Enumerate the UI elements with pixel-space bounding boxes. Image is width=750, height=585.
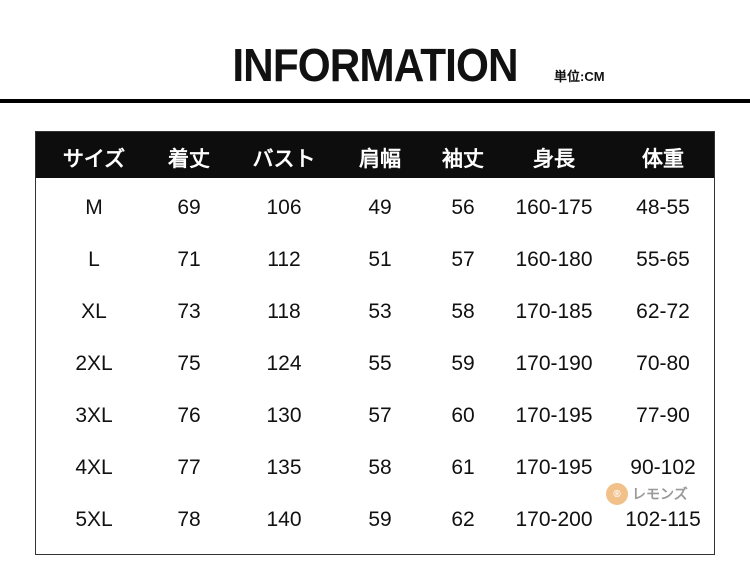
table-cell: 49 — [368, 196, 392, 219]
table-cell: XL — [81, 300, 107, 323]
table-cell: 170-200 — [515, 508, 593, 531]
column-header: バスト — [252, 148, 316, 171]
table-cell: 69 — [177, 196, 201, 219]
table-cell: 160-175 — [515, 196, 593, 219]
table-cell: 78 — [177, 508, 201, 531]
table-cell: 102-115 — [625, 508, 701, 531]
table-cell: 170-185 — [515, 300, 593, 323]
table-cell: 106 — [266, 196, 302, 219]
table-cell: 170-190 — [515, 352, 593, 375]
unit-label: 単位:CM — [554, 69, 605, 84]
table-cell: 140 — [266, 508, 302, 531]
table-header: サイズ 着丈 バスト 肩幅 袖丈 身長 体重 — [36, 132, 714, 178]
column-header: 身長 — [533, 148, 575, 171]
table-cell: 71 — [177, 248, 201, 271]
table-cell: 77-90 — [636, 404, 690, 427]
table-cell: 48-55 — [636, 196, 690, 219]
table-cell: 118 — [267, 300, 301, 323]
divider — [0, 99, 750, 103]
lemon-logo-icon: ® — [606, 483, 628, 505]
table-cell: 53 — [368, 300, 392, 323]
table-cell: 112 — [267, 248, 301, 271]
watermark: ® レモンズ — [606, 483, 688, 505]
table-cell: 59 — [451, 352, 475, 375]
table-cell: 3XL — [75, 404, 113, 427]
column-header: 着丈 — [168, 148, 210, 171]
column-header: サイズ — [62, 148, 126, 171]
column-header: 体重 — [642, 148, 684, 171]
column-header: 袖丈 — [442, 148, 484, 171]
table-cell: 56 — [451, 196, 475, 219]
size-table: サイズ 着丈 バスト 肩幅 袖丈 身長 体重 M 69 106 49 56 160-175 48-55 L… — [35, 131, 715, 555]
table-cell: 51 — [368, 248, 392, 271]
table-cell: 2XL — [75, 352, 113, 375]
table-cell: 58 — [368, 456, 392, 479]
table-cell: 76 — [177, 404, 201, 427]
table-cell: M — [85, 196, 103, 219]
watermark-text: レモンズ — [632, 486, 688, 502]
table-cell: 73 — [177, 300, 201, 323]
table-cell: 70-80 — [636, 352, 690, 375]
table-cell: 57 — [368, 404, 392, 427]
table-cell: 62 — [451, 508, 475, 531]
table-cell: 124 — [266, 352, 302, 375]
table-cell: 60 — [451, 404, 475, 427]
table-cell: 4XL — [75, 456, 113, 479]
table-cell: 55-65 — [636, 248, 690, 271]
table-cell: 170-195 — [515, 456, 593, 479]
table-cell: 160-180 — [515, 248, 593, 271]
table-cell: 130 — [266, 404, 302, 427]
table-cell: 59 — [368, 508, 392, 531]
column-header: 肩幅 — [359, 148, 401, 171]
table-cell: 58 — [451, 300, 475, 323]
table-cell: 62-72 — [636, 300, 690, 323]
table-cell: 90-102 — [630, 456, 696, 479]
table-cell: L — [88, 248, 100, 271]
table-cell: 77 — [177, 456, 201, 479]
table-cell: 61 — [451, 456, 475, 479]
table-cell: 55 — [368, 352, 392, 375]
table-cell: 170-195 — [515, 404, 593, 427]
table-cell: 5XL — [75, 508, 113, 531]
table-cell: 75 — [177, 352, 201, 375]
table-cell: 57 — [451, 248, 475, 271]
page-title: INFORMATION — [232, 39, 518, 91]
table-cell: 135 — [266, 456, 302, 479]
